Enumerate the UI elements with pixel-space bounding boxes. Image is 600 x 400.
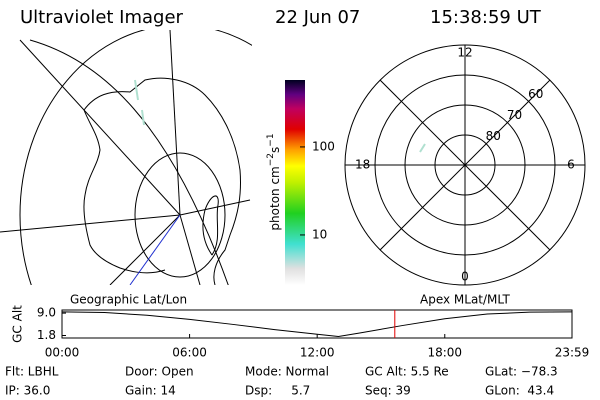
y-tick-label: 9.0	[37, 306, 56, 320]
lat-label: 70	[507, 108, 522, 122]
lat-circle	[404, 104, 526, 226]
meridian	[109, 214, 181, 285]
time: 15:38:59 UT	[430, 7, 542, 28]
info-field: Dsp: 5.7	[245, 384, 310, 398]
info-field: Seq: 39	[365, 384, 411, 398]
map	[0, 30, 252, 285]
arc	[29, 39, 229, 285]
lat-circle	[434, 134, 496, 196]
instrument: Ultraviolet Imager	[20, 7, 184, 28]
info-field: GC Alt: 5.5 Re	[365, 365, 449, 379]
meridian	[179, 199, 251, 216]
x-tick-label: 18:00	[427, 346, 462, 360]
alt-title: Geographic Lat/Lon	[70, 293, 187, 307]
emission	[419, 143, 426, 153]
mlt-label: 12	[457, 46, 472, 60]
meridian	[19, 39, 181, 216]
x-tick-label: 06:00	[172, 346, 207, 360]
info-field: GLat: −78.3	[485, 365, 558, 379]
track	[129, 214, 181, 285]
meridian	[179, 214, 201, 285]
info-field: Flt: LBHL	[5, 365, 59, 379]
lat-circle	[134, 152, 226, 278]
coastline	[83, 77, 241, 285]
info-field: Gain: 14	[125, 384, 176, 398]
info-field: IP: 36.0	[5, 384, 50, 398]
y-axis-label: GC Alt	[11, 305, 25, 343]
colorbar-tick-label: 10	[312, 227, 327, 241]
mlt-label: 18	[355, 158, 370, 172]
alt-line	[61, 311, 573, 337]
meridian	[169, 30, 181, 216]
mlt-label: 0	[461, 270, 469, 284]
radial	[379, 79, 551, 251]
lat-circle	[19, 30, 252, 285]
y-tick-label: 1.8	[37, 328, 56, 342]
lat-label: 80	[486, 129, 501, 143]
colorbar	[285, 80, 305, 285]
date: 22 Jun 07	[275, 7, 360, 28]
meridian	[0, 214, 181, 233]
polar-grid	[344, 44, 586, 286]
info-field: GLon: 43.4	[485, 384, 554, 398]
x-tick-label: 23:59	[555, 346, 590, 360]
lat-circle	[374, 74, 556, 256]
info-field: Door: Open	[125, 365, 194, 379]
colorbar-label: photon cm−2s−1	[266, 133, 282, 230]
info-field: Mode: Normal	[245, 365, 329, 379]
alt-title: Apex MLat/MLT	[420, 293, 510, 307]
colorbar-tick-label: 100	[312, 139, 335, 153]
x-tick-label: 00:00	[45, 346, 80, 360]
x-tick-label: 12:00	[300, 346, 335, 360]
emission	[134, 79, 145, 126]
lat-label: 60	[528, 87, 543, 101]
mlt-label: 6	[567, 158, 575, 172]
